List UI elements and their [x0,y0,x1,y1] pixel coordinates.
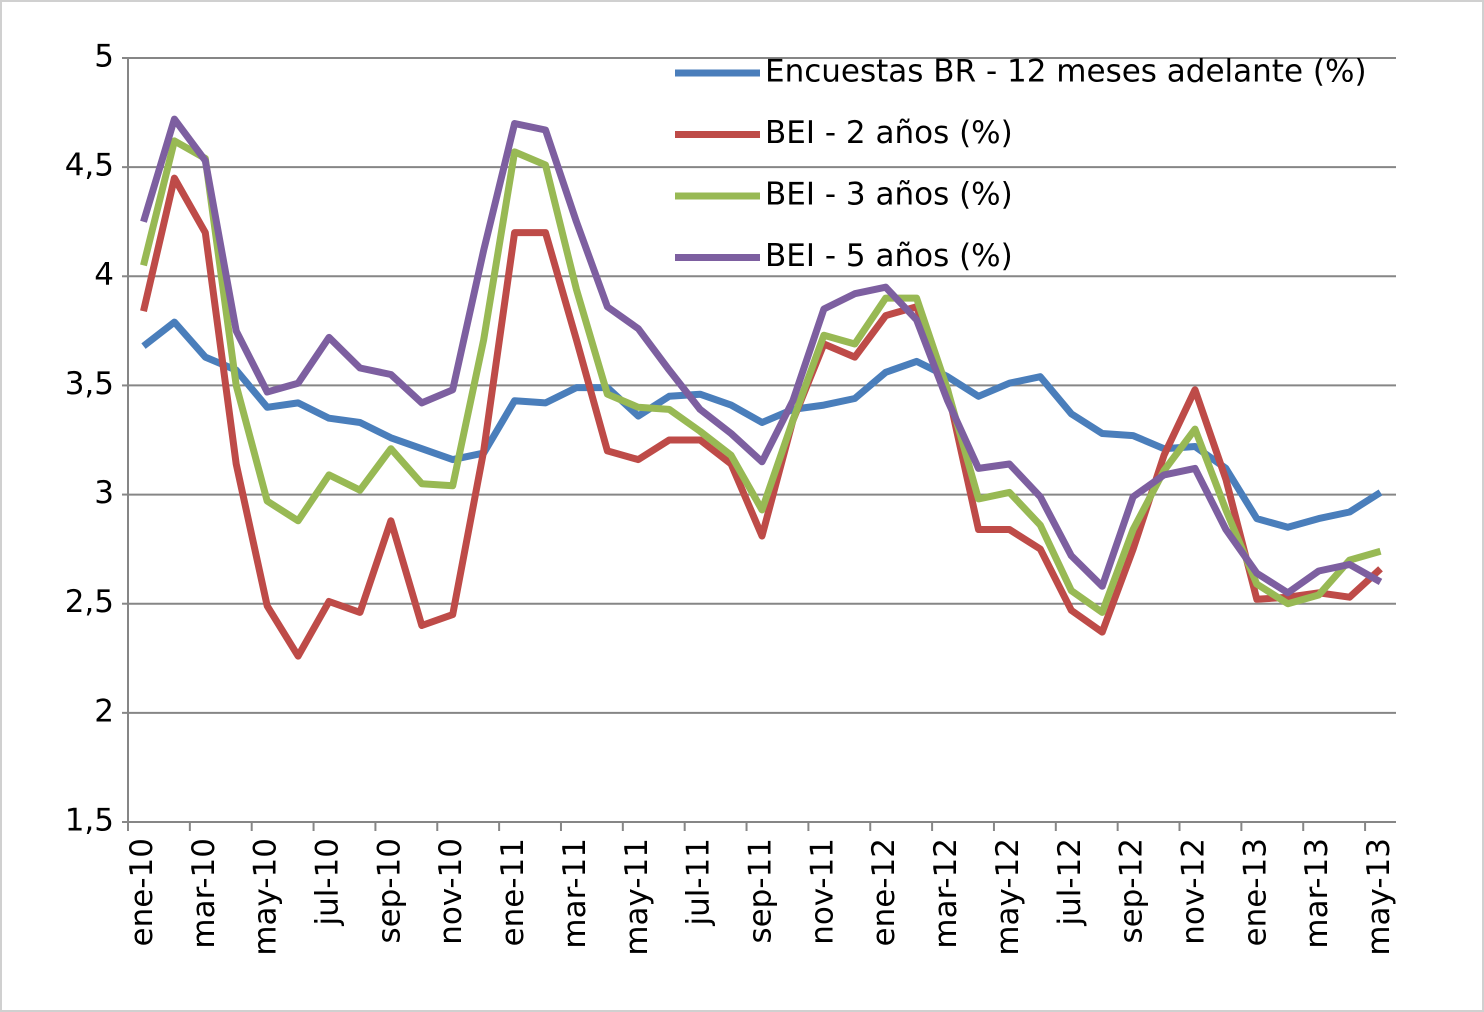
x-tick-label: jul-11 [681,838,717,927]
series-line [140,115,1383,597]
y-tick-label: 2,5 [65,584,114,620]
x-tick-label: nov-12 [1175,838,1211,945]
x-tick-label: ene-11 [495,838,531,946]
y-tick-label: 4,5 [65,148,114,184]
x-tick-label: jul-10 [310,838,346,927]
series-line [140,174,1383,660]
x-tick-label: sep-12 [1114,838,1150,944]
legend-label: Encuestas BR - 12 meses adelante (%) [765,54,1367,90]
y-tick-label: 2 [94,693,114,729]
x-tick-label: may-11 [619,838,655,956]
x-tick-label: may-10 [248,838,284,956]
x-tick-label: nov-10 [433,838,469,945]
series-line [140,137,1382,616]
x-tick-label: ene-13 [1237,838,1273,946]
x-tick-label: mar-12 [928,838,964,949]
x-tick-label: jul-12 [1052,838,1088,927]
y-tick-label: 1,5 [65,803,114,839]
legend-label: BEI - 2 años (%) [765,115,1013,151]
legend-label: BEI - 5 años (%) [765,238,1013,274]
x-tick-label: mar-13 [1299,838,1335,949]
y-tick-label: 5 [94,39,114,75]
x-tick-label: sep-11 [743,838,779,944]
y-tick-label: 3 [94,475,114,511]
x-tick-label: mar-11 [557,838,593,949]
x-tick-label: may-13 [1361,838,1397,956]
x-tick-label: ene-10 [124,838,160,946]
series-line [141,318,1383,531]
legend-label: BEI - 3 años (%) [765,177,1013,213]
x-tick-label: may-12 [990,838,1026,956]
x-tick-label: sep-10 [371,838,407,944]
x-tick-label: nov-11 [804,838,840,945]
x-tick-label: ene-12 [866,838,902,946]
y-tick-label: 4 [94,257,114,293]
y-tick-label: 3,5 [65,366,114,402]
x-tick-label: mar-10 [186,838,222,949]
